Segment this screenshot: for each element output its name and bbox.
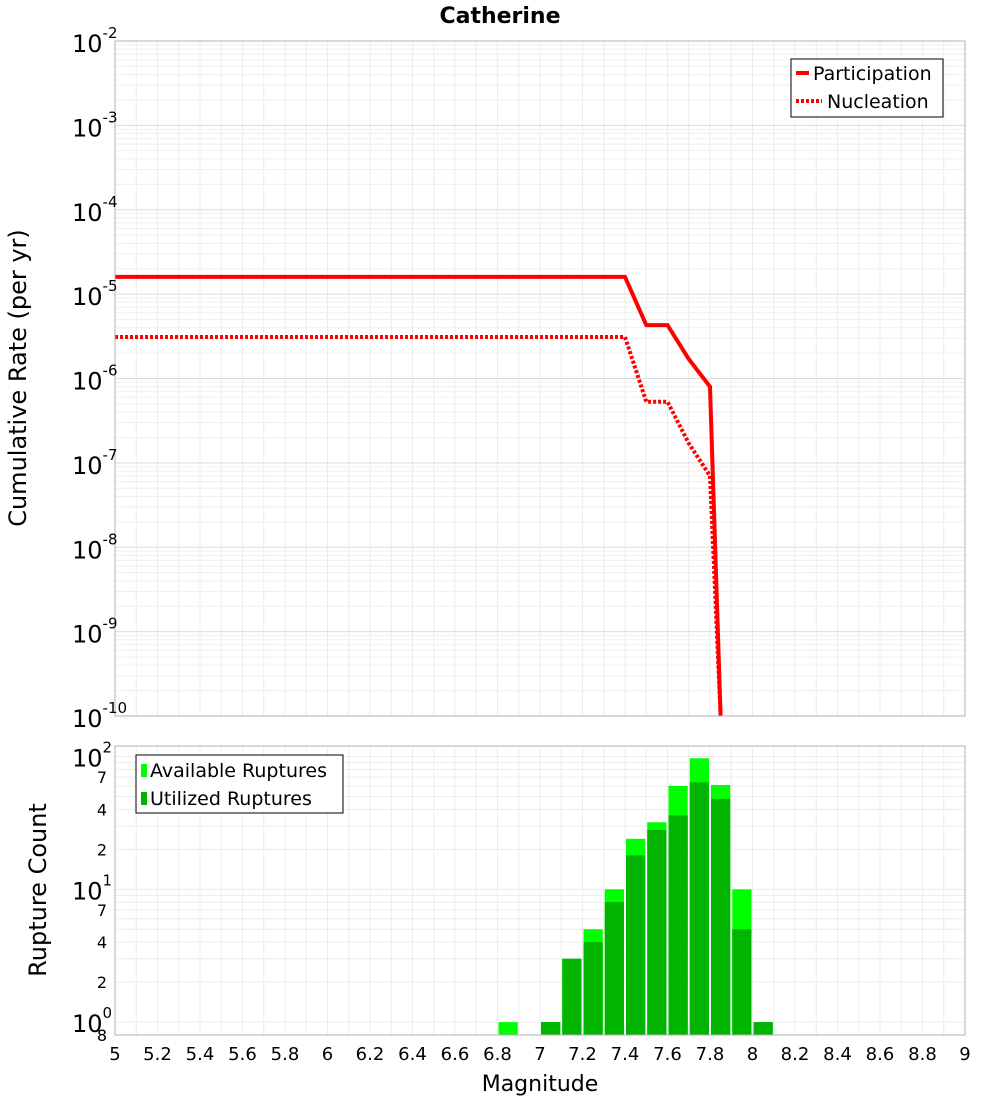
rate-y-tick-label: 10-10	[72, 699, 127, 733]
rate-y-tick-exponent: -3	[103, 108, 118, 126]
x-tick-label: 8.6	[866, 1044, 895, 1065]
count-y-minor-tick-label: 8	[97, 1026, 107, 1045]
utilized-bar	[541, 1022, 561, 1035]
rate-y-tick-exponent: -7	[103, 446, 118, 464]
rate-y-tick-label: 10-9	[72, 615, 118, 649]
rate-y-tick-exponent: -9	[103, 615, 118, 633]
rate-y-tick-exponent: -6	[103, 362, 118, 380]
x-tick-label: 6.8	[483, 1044, 512, 1065]
utilized-bar	[583, 942, 603, 1035]
x-tick-label: 8.4	[823, 1044, 852, 1065]
rate-y-tick-exponent: -8	[103, 530, 118, 548]
rate-y-tick-label: 10-5	[72, 277, 118, 311]
rate-y-axis-label: Cumulative Rate (per yr)	[4, 229, 32, 527]
rate-y-tick-label: 10-2	[72, 24, 118, 58]
x-tick-label: 7.4	[611, 1044, 640, 1065]
count-y-tick-exponent: 1	[103, 871, 113, 889]
count-y-minor-tick-label: 2	[97, 973, 107, 992]
x-tick-label: 8	[747, 1044, 758, 1065]
x-tick-label: 5.2	[143, 1044, 172, 1065]
rate-legend: Participation Nucleation	[790, 58, 944, 118]
utilized-bar	[732, 929, 752, 1035]
x-tick-label: 9	[959, 1044, 970, 1065]
count-y-minor-tick-label: 7	[97, 901, 107, 920]
participation-line	[115, 274, 723, 717]
rate-plot-frame	[114, 40, 966, 717]
rate-y-tick-exponent: -2	[103, 24, 118, 42]
legend-utilized-label: Utilized Ruptures	[150, 788, 312, 810]
x-tick-label: 6	[322, 1044, 333, 1065]
x-tick-label: 7.6	[653, 1044, 682, 1065]
utilized-bar	[689, 782, 709, 1035]
x-tick-label: 7.2	[568, 1044, 597, 1065]
x-tick-label: 6.4	[398, 1044, 427, 1065]
x-tick-label: 5	[109, 1044, 120, 1065]
x-axis-label: Magnitude	[482, 1072, 599, 1097]
utilized-bar	[753, 1022, 773, 1035]
rate-y-tick-label: 10-3	[72, 108, 118, 142]
rate-y-tick-label: 10-7	[72, 446, 118, 480]
count-y-minor-tick-label: 4	[97, 933, 107, 952]
count-plot-bars	[498, 758, 773, 1035]
rate-y-tick-exponent: -4	[103, 193, 118, 211]
rate-y-tick-label: 10-4	[72, 193, 118, 227]
x-tick-label: 8.8	[908, 1044, 937, 1065]
utilized-bar	[711, 798, 731, 1035]
count-y-tick-exponent: 0	[103, 1004, 113, 1022]
rate-y-tick-label: 10-8	[72, 530, 118, 564]
count-y-axis-label: Rupture Count	[24, 803, 52, 977]
chart-title: Catherine	[439, 4, 560, 29]
rate-y-tick-exponent: -5	[103, 277, 118, 295]
available-bar	[498, 1022, 518, 1035]
legend-nucleation-label: Nucleation	[827, 91, 929, 113]
rate-y-tick-label: 10-6	[72, 362, 118, 396]
legend-utilized-swatch	[141, 792, 147, 805]
count-plot-frame	[114, 745, 966, 1036]
rate-plot-y-ticks: 10-2 10-3 10-4 10-5 10-6 10-7 10-8 10-9 10-10	[72, 24, 127, 733]
rate-plot-lines	[115, 274, 723, 717]
count-y-tick-exponent: 2	[103, 739, 113, 757]
utilized-bar	[562, 958, 582, 1035]
count-legend: Available Ruptures Utilized Ruptures	[135, 754, 344, 814]
x-tick-label: 5.4	[186, 1044, 215, 1065]
utilized-bar	[647, 829, 667, 1035]
x-tick-label: 6.6	[441, 1044, 470, 1065]
utilized-bar	[668, 815, 688, 1035]
count-legend-box	[135, 754, 344, 814]
utilized-bar	[626, 855, 646, 1035]
x-tick-label: 5.8	[271, 1044, 300, 1065]
count-y-minor-tick-label: 2	[97, 840, 107, 859]
utilized-bar	[604, 902, 624, 1035]
count-y-minor-tick-label: 7	[97, 768, 107, 787]
nucleation-line	[115, 335, 723, 717]
x-tick-label: 5.6	[228, 1044, 257, 1065]
rate-plot-grid	[114, 41, 966, 717]
legend-participation-label: Participation	[813, 63, 932, 85]
x-tick-label: 7.8	[696, 1044, 725, 1065]
legend-available-swatch	[141, 764, 147, 777]
rate-legend-box	[790, 58, 944, 118]
rate-y-tick-exponent: -10	[103, 699, 128, 717]
x-tick-label: 7	[534, 1044, 545, 1065]
count-plot-x-ticks: 5 5.2 5.4 5.6 5.8 6 6.2 6.4 6.6 6.8 7 7.2 7.4 7.6 7.8 8…	[109, 1044, 970, 1065]
legend-available-label: Available Ruptures	[150, 760, 327, 782]
count-y-minor-tick-label: 4	[97, 800, 107, 819]
x-tick-label: 8.2	[781, 1044, 810, 1065]
x-tick-label: 6.2	[356, 1044, 385, 1065]
